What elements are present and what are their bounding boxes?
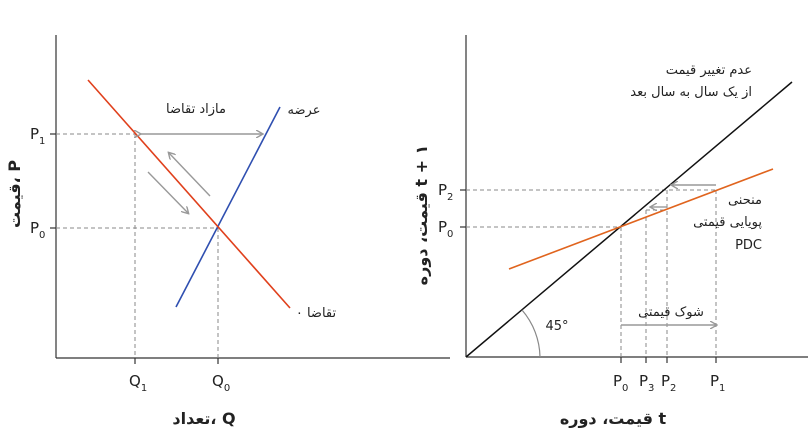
pdc-label-2: پویایی قیمتی [693,215,762,230]
pdc-label-1: منحنی [728,193,762,208]
right-y-axis-title: قیمت، دوره t + ۱ [412,145,431,286]
pdc-label-3: PDC [735,238,762,253]
right-tick-label-p0-y: P0 [438,218,453,240]
left-y-axis-title: قیمت، P [5,160,24,228]
adjustment-arrow-up [169,153,211,197]
right-tick-label-p0-x: P0 [613,372,628,394]
left-tick-label-p0: P0 [30,219,45,241]
right-tick-label-p2-y: P2 [438,181,453,203]
demand-label: تقاضا ۰ [296,306,337,321]
supply-curve [175,106,281,308]
right-chart: عدم تغییر قیمت از یک سال به سال بعد منحن… [412,35,808,428]
right-tick-label-p2-x: P2 [661,372,676,394]
no-change-line [465,81,793,358]
adjustment-arrow-down [147,171,188,213]
right-tick-label-p3-x: P3 [639,372,654,394]
no-change-label-2: از یک سال به سال بعد [630,85,752,100]
excess-demand-label: مازاد تقاضا [166,102,226,117]
pdc-curve [508,168,774,270]
left-chart: مازاد تقاضا عرضه تقاضا ۰ P1 P0 Q1 Q0 تعد… [5,35,450,428]
left-tick-label-q0: Q0 [212,372,230,394]
left-tick-label-p1: P1 [30,125,45,147]
no-change-label-1: عدم تغییر قیمت [666,63,752,78]
demand-curve [87,79,291,309]
angle-label: 45° [545,319,568,334]
price-shock-label: شوک قیمتی [638,305,704,320]
right-x-axis-title: قیمت، دوره t [560,409,667,428]
left-tick-label-q1: Q1 [129,372,147,394]
right-tick-label-p1-x: P1 [710,372,725,394]
angle-arc [521,309,541,358]
left-x-axis-title: تعداد، Q [172,409,235,428]
supply-label: عرضه [288,103,321,118]
